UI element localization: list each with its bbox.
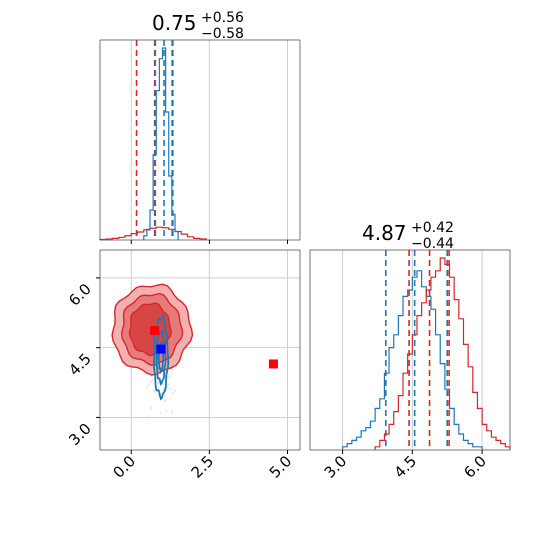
histogram-param2-panel: 3.0 4.5 6.0 bbox=[309, 249, 511, 482]
x-tick-label: 6.0 bbox=[460, 452, 490, 482]
panel-frame bbox=[99, 39, 301, 241]
blue-contour-level bbox=[155, 328, 167, 386]
red-param1-hist bbox=[99, 226, 207, 241]
panel-frame bbox=[309, 249, 511, 451]
blue-contour-level bbox=[152, 314, 170, 401]
scatter-sample-point bbox=[165, 410, 168, 412]
title-param1-lower: −0.58 bbox=[201, 26, 244, 42]
scatter-sample-point bbox=[171, 412, 173, 414]
title-param2-upper: +0.42 bbox=[411, 220, 454, 236]
blue-param2-hist bbox=[341, 270, 483, 450]
red-square-marker bbox=[150, 325, 160, 335]
y-tick-label: 6.0 bbox=[65, 280, 95, 310]
scatter-sample-point bbox=[148, 416, 150, 419]
panel-frame bbox=[99, 249, 301, 451]
scatter-sample-point bbox=[170, 388, 173, 390]
title-param2-lower: −0.44 bbox=[411, 236, 454, 252]
y-tick-label: 4.5 bbox=[65, 350, 95, 380]
scatter-sample-point bbox=[146, 386, 149, 389]
scatter-sample-point bbox=[153, 389, 156, 392]
blue-square-marker bbox=[156, 344, 166, 354]
x-tick-label: 0.0 bbox=[109, 452, 139, 482]
title-param1-upper: +0.56 bbox=[201, 10, 244, 26]
scatter-sample-point bbox=[170, 368, 173, 371]
histogram-param1-panel bbox=[99, 39, 301, 244]
scatter-sample-point bbox=[147, 383, 150, 386]
scatter-sample-point bbox=[167, 383, 170, 386]
y-tick-label: 3.0 bbox=[65, 420, 95, 450]
scatter-sample-point bbox=[164, 400, 166, 402]
title-param1: 0.75 bbox=[152, 11, 197, 35]
x-tick-label: 4.5 bbox=[391, 452, 421, 482]
red-param2-hist bbox=[374, 257, 511, 450]
scatter-sample-point bbox=[157, 382, 160, 385]
scatter-sample-point bbox=[168, 387, 171, 390]
title-param2: 4.87 bbox=[362, 221, 407, 245]
x-tick-label: 5.0 bbox=[266, 452, 296, 482]
scatter-sample-point bbox=[169, 376, 172, 379]
x-tick-label: 3.0 bbox=[321, 452, 351, 482]
scatter-sample-point bbox=[171, 392, 174, 395]
scatter-sample-point bbox=[171, 409, 174, 412]
scatter-sample-point bbox=[154, 391, 156, 393]
scatter-panel: 0.0 2.5 5.0 3.0 4.5 6.0 bbox=[65, 249, 301, 482]
scatter-sample-point bbox=[173, 389, 176, 392]
scatter-sample-point bbox=[150, 380, 153, 383]
scatter-sample-point bbox=[172, 368, 175, 371]
x-tick-label: 2.5 bbox=[188, 452, 218, 482]
scatter-sample-point bbox=[159, 412, 162, 415]
scatter-sample-point bbox=[150, 407, 153, 409]
scatter-sample-point bbox=[151, 378, 154, 381]
red-square-marker bbox=[268, 359, 278, 369]
